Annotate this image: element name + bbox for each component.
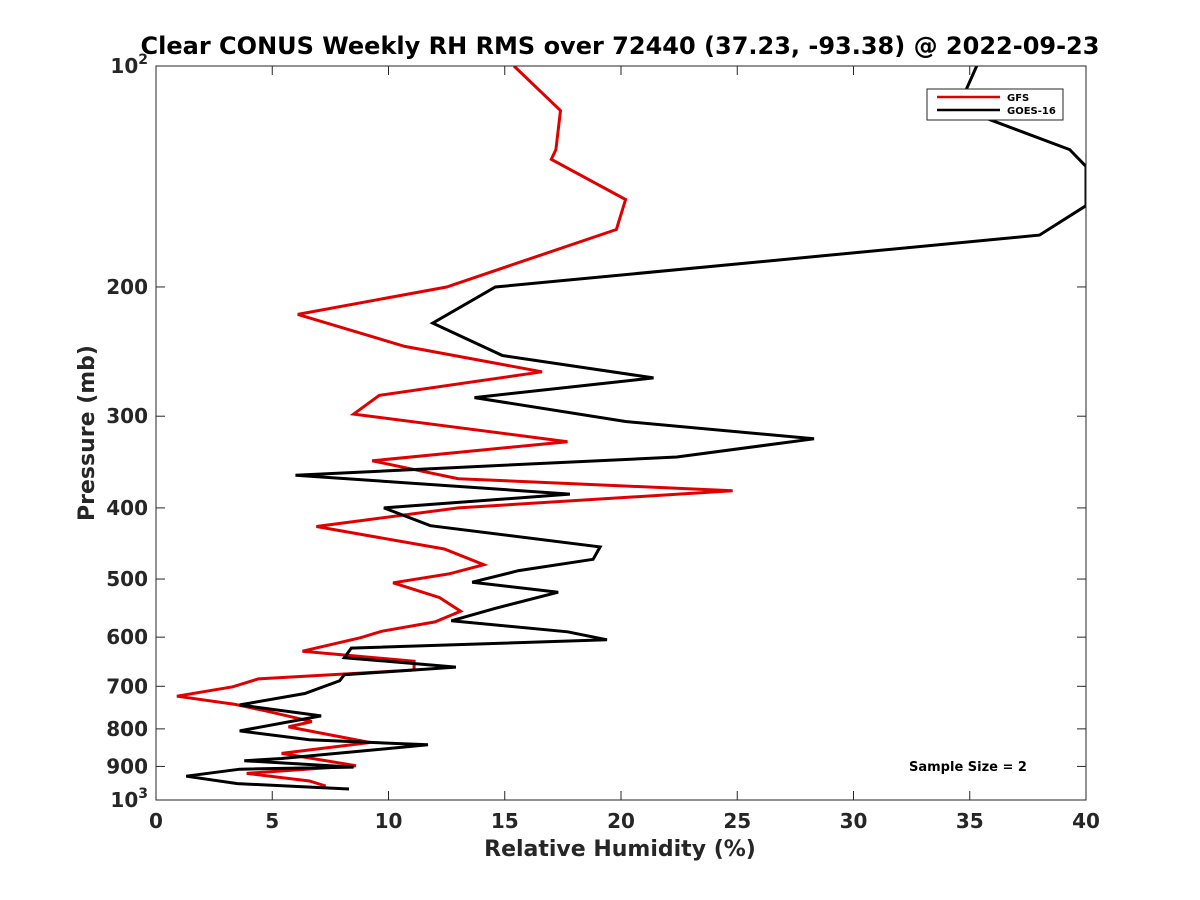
series-layer [176, 66, 1086, 791]
x-axis: 0 5 10 15 20 25 30 35 40 [149, 66, 1100, 833]
y-tick-label: 700 [106, 674, 148, 698]
y-tick-label: 103 [110, 786, 148, 812]
sample-size-annotation: Sample Size = 2 [909, 760, 1027, 775]
y-tick-label: 102 [110, 52, 148, 78]
legend-label-goes16: GOES-16 [1007, 106, 1056, 117]
x-tick-label: 10 [375, 809, 403, 833]
series-line-goes16 [185, 66, 1086, 791]
x-tick-label: 35 [956, 809, 984, 833]
legend-label-gfs: GFS [1007, 93, 1029, 104]
y-tick-label: 200 [106, 275, 148, 299]
x-tick-label: 0 [149, 809, 163, 833]
x-tick-label: 15 [491, 809, 519, 833]
y-tick-label: 400 [106, 496, 148, 520]
y-axis-label: Pressure (mb) [75, 345, 100, 521]
legend-box [926, 88, 1064, 121]
x-tick-label: 20 [607, 809, 635, 833]
x-axis-label: Relative Humidity (%) [484, 837, 756, 862]
x-tick-label: 25 [723, 809, 751, 833]
y-tick-label: 500 [106, 567, 148, 591]
y-tick-label: 900 [106, 754, 148, 778]
y-tick-label: 300 [106, 404, 148, 428]
chart-title: Clear CONUS Weekly RH RMS over 72440 (37… [141, 32, 1100, 60]
x-tick-label: 40 [1072, 809, 1100, 833]
y-tick-label: 600 [106, 625, 148, 649]
series-line-gfs [176, 66, 733, 788]
plot-area: 0 5 10 15 20 25 30 35 40 102 200 300 400 500 600 700 80… [106, 52, 1100, 833]
x-tick-label: 30 [840, 809, 868, 833]
y-tick-label: 800 [106, 717, 148, 741]
y-axis: 102 200 300 400 500 600 700 800 900 103 [106, 52, 1086, 812]
x-tick-label: 5 [265, 809, 279, 833]
legend: GFS GOES-16 [926, 88, 1064, 121]
